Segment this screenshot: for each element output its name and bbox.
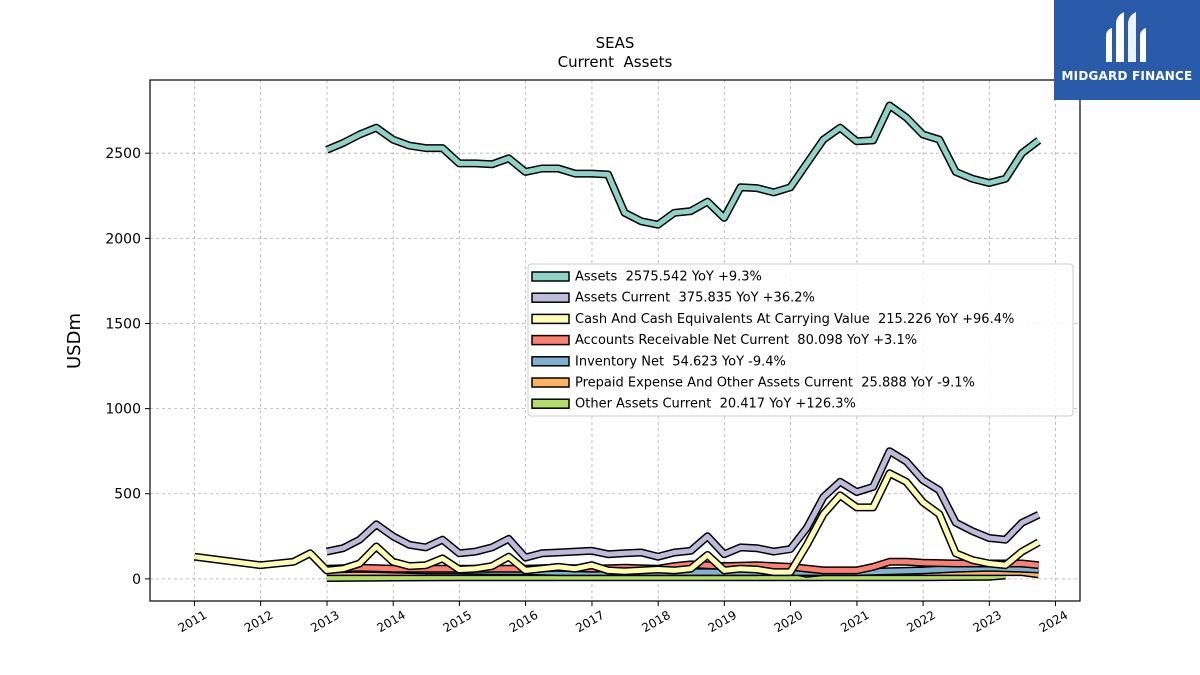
legend-entry: Cash And Cash Equivalents At Carrying Va… (575, 312, 1014, 327)
y-tick-label: 2000 (105, 231, 141, 247)
legend: Assets 2575.542 YoY +9.3% Assets Current … (527, 263, 1074, 417)
x-tick-label: 2014 (374, 608, 407, 635)
legend-swatch (531, 356, 570, 367)
y-tick-label: 2500 (105, 146, 141, 162)
x-tick-label: 2019 (706, 608, 739, 635)
legend-entry: Other Assets Current 20.417 YoY +126.3% (575, 397, 856, 412)
x-tick-label: 2024 (1037, 608, 1070, 635)
series-line (326, 448, 1040, 561)
legend-box (527, 263, 1074, 417)
chart-title: SEAS (596, 34, 635, 52)
legend-entry: Prepaid Expense And Other Assets Current… (575, 376, 975, 391)
x-tick-label: 2020 (772, 608, 805, 635)
legend-entry: Assets Current 375.835 YoY +36.2% (575, 291, 815, 306)
legend-swatch (531, 271, 570, 282)
chart-subtitle: Current Assets (558, 53, 673, 71)
legend-swatch (531, 313, 570, 325)
y-tick-label: 1500 (105, 316, 141, 332)
legend-swatch (531, 292, 570, 303)
legend-entry: Assets 2575.542 YoY +9.3% (575, 270, 762, 285)
x-tick-label: 2015 (441, 608, 474, 635)
y-axis-label: USDm (64, 313, 85, 369)
x-tick-label: 2023 (971, 608, 1004, 635)
plot-frame (149, 79, 1081, 602)
series-outline (325, 101, 1042, 229)
x-tick-label: 2011 (176, 608, 209, 635)
legend-entry: Inventory Net 54.623 YoY -9.4% (575, 354, 786, 369)
legend-swatch (531, 377, 570, 388)
legend-swatch (531, 334, 570, 346)
x-tick-label: 2017 (573, 608, 606, 635)
legend-swatch (531, 398, 570, 409)
x-tick-label: 2012 (242, 608, 275, 635)
x-tick-label: 2016 (507, 608, 540, 635)
legend-entry: Accounts Receivable Net Current 80.098 Y… (575, 333, 917, 348)
series-line (194, 470, 1040, 575)
stylized-m-logo-icon (1106, 12, 1146, 62)
x-tick-label: 2018 (639, 608, 672, 635)
x-tick-label: 2021 (838, 608, 871, 635)
x-tick-label: 2022 (904, 608, 937, 635)
series-lines (193, 101, 1042, 582)
series-line (325, 103, 1041, 228)
brand-name: MIDGARD FINANCE (1061, 69, 1193, 83)
y-tick-label: 500 (114, 487, 141, 503)
brand-logo: MIDGARD FINANCE (1054, 0, 1200, 100)
x-tick-label: 2013 (308, 608, 341, 635)
y-tick-label: 1000 (105, 402, 141, 418)
y-tick-label: 0 (132, 572, 141, 588)
series-line (326, 573, 1006, 581)
